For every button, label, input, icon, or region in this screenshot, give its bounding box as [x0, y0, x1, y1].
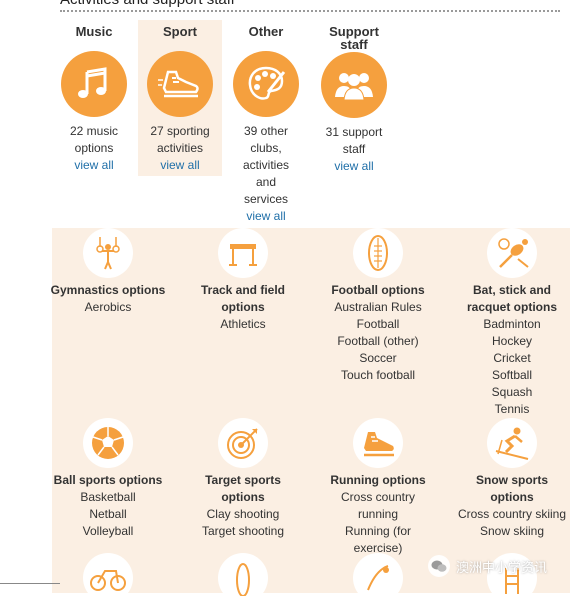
target-icon: [218, 418, 268, 468]
view-all-link[interactable]: view all: [334, 159, 374, 173]
option-title: Track and field options: [200, 283, 286, 314]
option-ball-sports[interactable]: Ball sports options Basketball Netball V…: [42, 418, 174, 540]
swimmer-icon: [353, 553, 403, 603]
option-partial-cycling[interactable]: [42, 553, 174, 607]
gymnastics-rings-icon: [83, 228, 133, 278]
wechat-logo-icon: [428, 555, 450, 577]
option-running[interactable]: Running options Cross country running Ru…: [312, 418, 444, 557]
option-title: Ball sports options: [53, 473, 163, 487]
option-bat-stick-racquet[interactable]: Bat, stick and racquet options Badminton…: [446, 228, 575, 418]
view-all-link[interactable]: view all: [246, 209, 286, 223]
watermark: 澳洲中小学资讯: [428, 553, 547, 579]
option-target-sports[interactable]: Target sports options Clay shooting Targ…: [177, 418, 309, 540]
option-items: Basketball Netball Volleyball: [80, 490, 136, 538]
category-title: Music: [75, 24, 113, 39]
option-title: Running options: [330, 473, 426, 487]
page-heading: Activities and support staff: [60, 0, 560, 11]
palette-icon: [233, 51, 299, 117]
view-all-link[interactable]: view all: [74, 158, 114, 172]
sneaker-icon: [147, 51, 213, 117]
option-title: Target sports options: [205, 473, 281, 504]
skier-icon: [487, 418, 537, 468]
ball-icon: [83, 418, 133, 468]
music-note-icon: [61, 51, 127, 117]
option-track-field[interactable]: Track and field options Athletics: [177, 228, 309, 333]
people-group-icon: [321, 52, 387, 118]
option-items: Australian Rules Football Football (othe…: [334, 300, 422, 382]
category-desc: 31 support staff: [325, 125, 383, 156]
category-sport[interactable]: Sport 27 sporting activities view all: [138, 20, 222, 176]
option-title: Snow sports options: [475, 473, 548, 504]
category-title: Sport: [163, 24, 197, 39]
option-gymnastics[interactable]: Gymnastics options Aerobics: [42, 228, 174, 316]
option-title: Bat, stick and racquet options: [466, 283, 557, 314]
bicycle-icon: [83, 553, 133, 603]
running-shoe-icon: [353, 418, 403, 468]
category-music[interactable]: Music 22 music options view all: [52, 20, 136, 174]
option-item: Aerobics: [84, 300, 132, 314]
option-items: Clay shooting Target shooting: [201, 507, 285, 538]
option-title: Football options: [331, 283, 425, 297]
option-item: Athletics: [220, 317, 266, 331]
surfboard-icon: [218, 553, 268, 603]
divider: [0, 583, 60, 584]
category-support-staff[interactable]: Support staff 31 support staff view all: [312, 20, 396, 175]
category-desc: 27 sporting activities: [150, 124, 210, 155]
heading-underline: [60, 10, 560, 12]
option-partial-swimming[interactable]: [312, 553, 444, 607]
category-desc: 22 music options: [69, 124, 119, 155]
watermark-text: 澳洲中小学资讯: [456, 559, 548, 575]
category-other[interactable]: Other 39 other clubs, activities and ser…: [224, 20, 308, 225]
category-title: Support staff: [329, 24, 379, 52]
category-title: Other: [248, 24, 284, 39]
option-items: Cross country running Running (for exerc…: [340, 490, 416, 555]
football-icon: [353, 228, 403, 278]
view-all-link[interactable]: view all: [160, 158, 200, 172]
option-football[interactable]: Football options Australian Rules Footba…: [312, 228, 444, 384]
racquet-icon: [487, 228, 537, 278]
option-title: Gymnastics options: [50, 283, 166, 297]
option-snow-sports[interactable]: Snow sports options Cross country skiing…: [446, 418, 575, 540]
category-desc: 39 other clubs, activities and services: [242, 124, 289, 206]
option-partial-water[interactable]: [177, 553, 309, 607]
sport-options-panel: Gymnastics options Aerobics Track and fi…: [51, 228, 570, 603]
option-items: Cross country skiing Snow skiing: [457, 507, 567, 538]
option-items: Badminton Hockey Cricket Softball Squash…: [483, 317, 541, 416]
hurdle-icon: [218, 228, 268, 278]
